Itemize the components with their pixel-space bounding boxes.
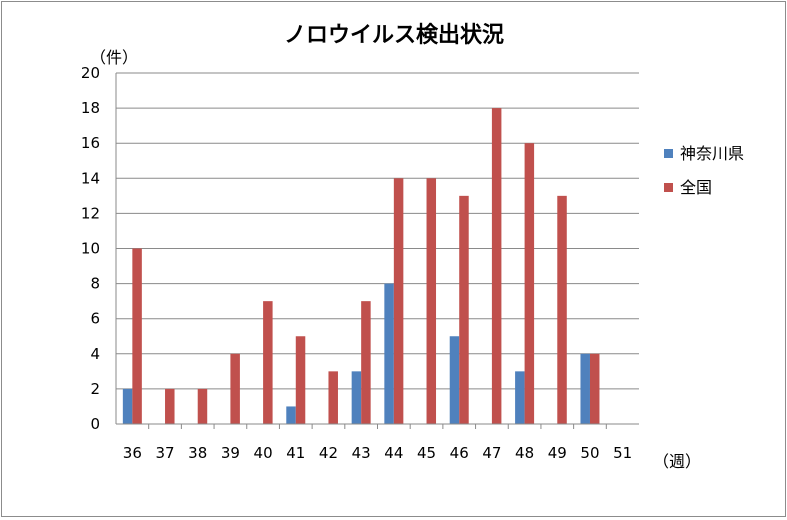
x-tick-label-42: 42 — [319, 444, 338, 462]
bar-全国-40 — [263, 301, 273, 424]
x-tick-label-49: 49 — [548, 444, 567, 462]
bar-神奈川県-50 — [580, 353, 590, 424]
bar-全国-44 — [393, 178, 404, 424]
bars — [122, 108, 600, 424]
x-axis-label: （週） — [653, 452, 701, 471]
bar-全国-47 — [491, 108, 502, 424]
y-tick-label-14: 14 — [81, 169, 100, 187]
bar-全国-49 — [557, 195, 567, 424]
y-axis-label: （件） — [90, 48, 138, 67]
bar-神奈川県-36 — [122, 388, 133, 424]
bar-神奈川県-44 — [384, 283, 394, 424]
bar-全国-43 — [361, 301, 371, 424]
x-tick-label-43: 43 — [352, 444, 371, 462]
bar-神奈川県-46 — [449, 336, 460, 424]
y-tick-label-8: 8 — [90, 275, 100, 293]
x-tick-label-41: 41 — [286, 444, 305, 462]
x-tick-label-50: 50 — [580, 444, 599, 462]
x-tick-label-38: 38 — [188, 444, 207, 462]
bar-全国-50 — [589, 353, 600, 424]
x-tick-label-39: 39 — [221, 444, 240, 462]
bar-全国-45 — [426, 178, 437, 424]
x-tick-label-46: 46 — [450, 444, 469, 462]
legend-swatch-全国 — [664, 183, 673, 192]
bar-神奈川県-43 — [351, 371, 362, 424]
bar-全国-36 — [132, 248, 142, 424]
bar-全国-46 — [459, 195, 469, 424]
x-tick-label-45: 45 — [417, 444, 436, 462]
x-tick-label-44: 44 — [384, 444, 403, 462]
y-tick-label-12: 12 — [81, 204, 100, 222]
x-tick-label-36: 36 — [123, 444, 142, 462]
x-tick-label-51: 51 — [613, 444, 632, 462]
bar-全国-37 — [165, 388, 175, 424]
bar-全国-39 — [230, 353, 240, 424]
y-tick-label-18: 18 — [81, 99, 100, 117]
x-tick-label-37: 37 — [155, 444, 174, 462]
bar-神奈川県-41 — [286, 406, 296, 424]
y-tick-label-2: 2 — [90, 380, 100, 398]
y-tick-label-16: 16 — [81, 134, 100, 152]
legend-label-全国: 全国 — [680, 178, 712, 197]
y-tick-label-20: 20 — [81, 64, 100, 82]
bar-全国-48 — [524, 143, 535, 424]
bar-全国-41 — [295, 336, 306, 424]
y-tick-label-10: 10 — [81, 240, 100, 258]
x-tick-label-47: 47 — [482, 444, 501, 462]
legend-label-神奈川県: 神奈川県 — [680, 144, 744, 163]
chart-title: ノロウイルス検出状況 — [284, 23, 504, 48]
bar-神奈川県-48 — [515, 371, 525, 424]
y-tick-label-0: 0 — [90, 415, 100, 433]
bar-全国-38 — [197, 388, 208, 424]
bar-全国-42 — [328, 371, 338, 424]
gridlines — [116, 72, 639, 390]
y-tick-label-6: 6 — [90, 310, 100, 328]
y-tick-label-4: 4 — [90, 345, 100, 363]
x-tick-label-40: 40 — [254, 444, 273, 462]
legend-swatch-神奈川県 — [664, 149, 673, 158]
x-tick-label-48: 48 — [515, 444, 534, 462]
